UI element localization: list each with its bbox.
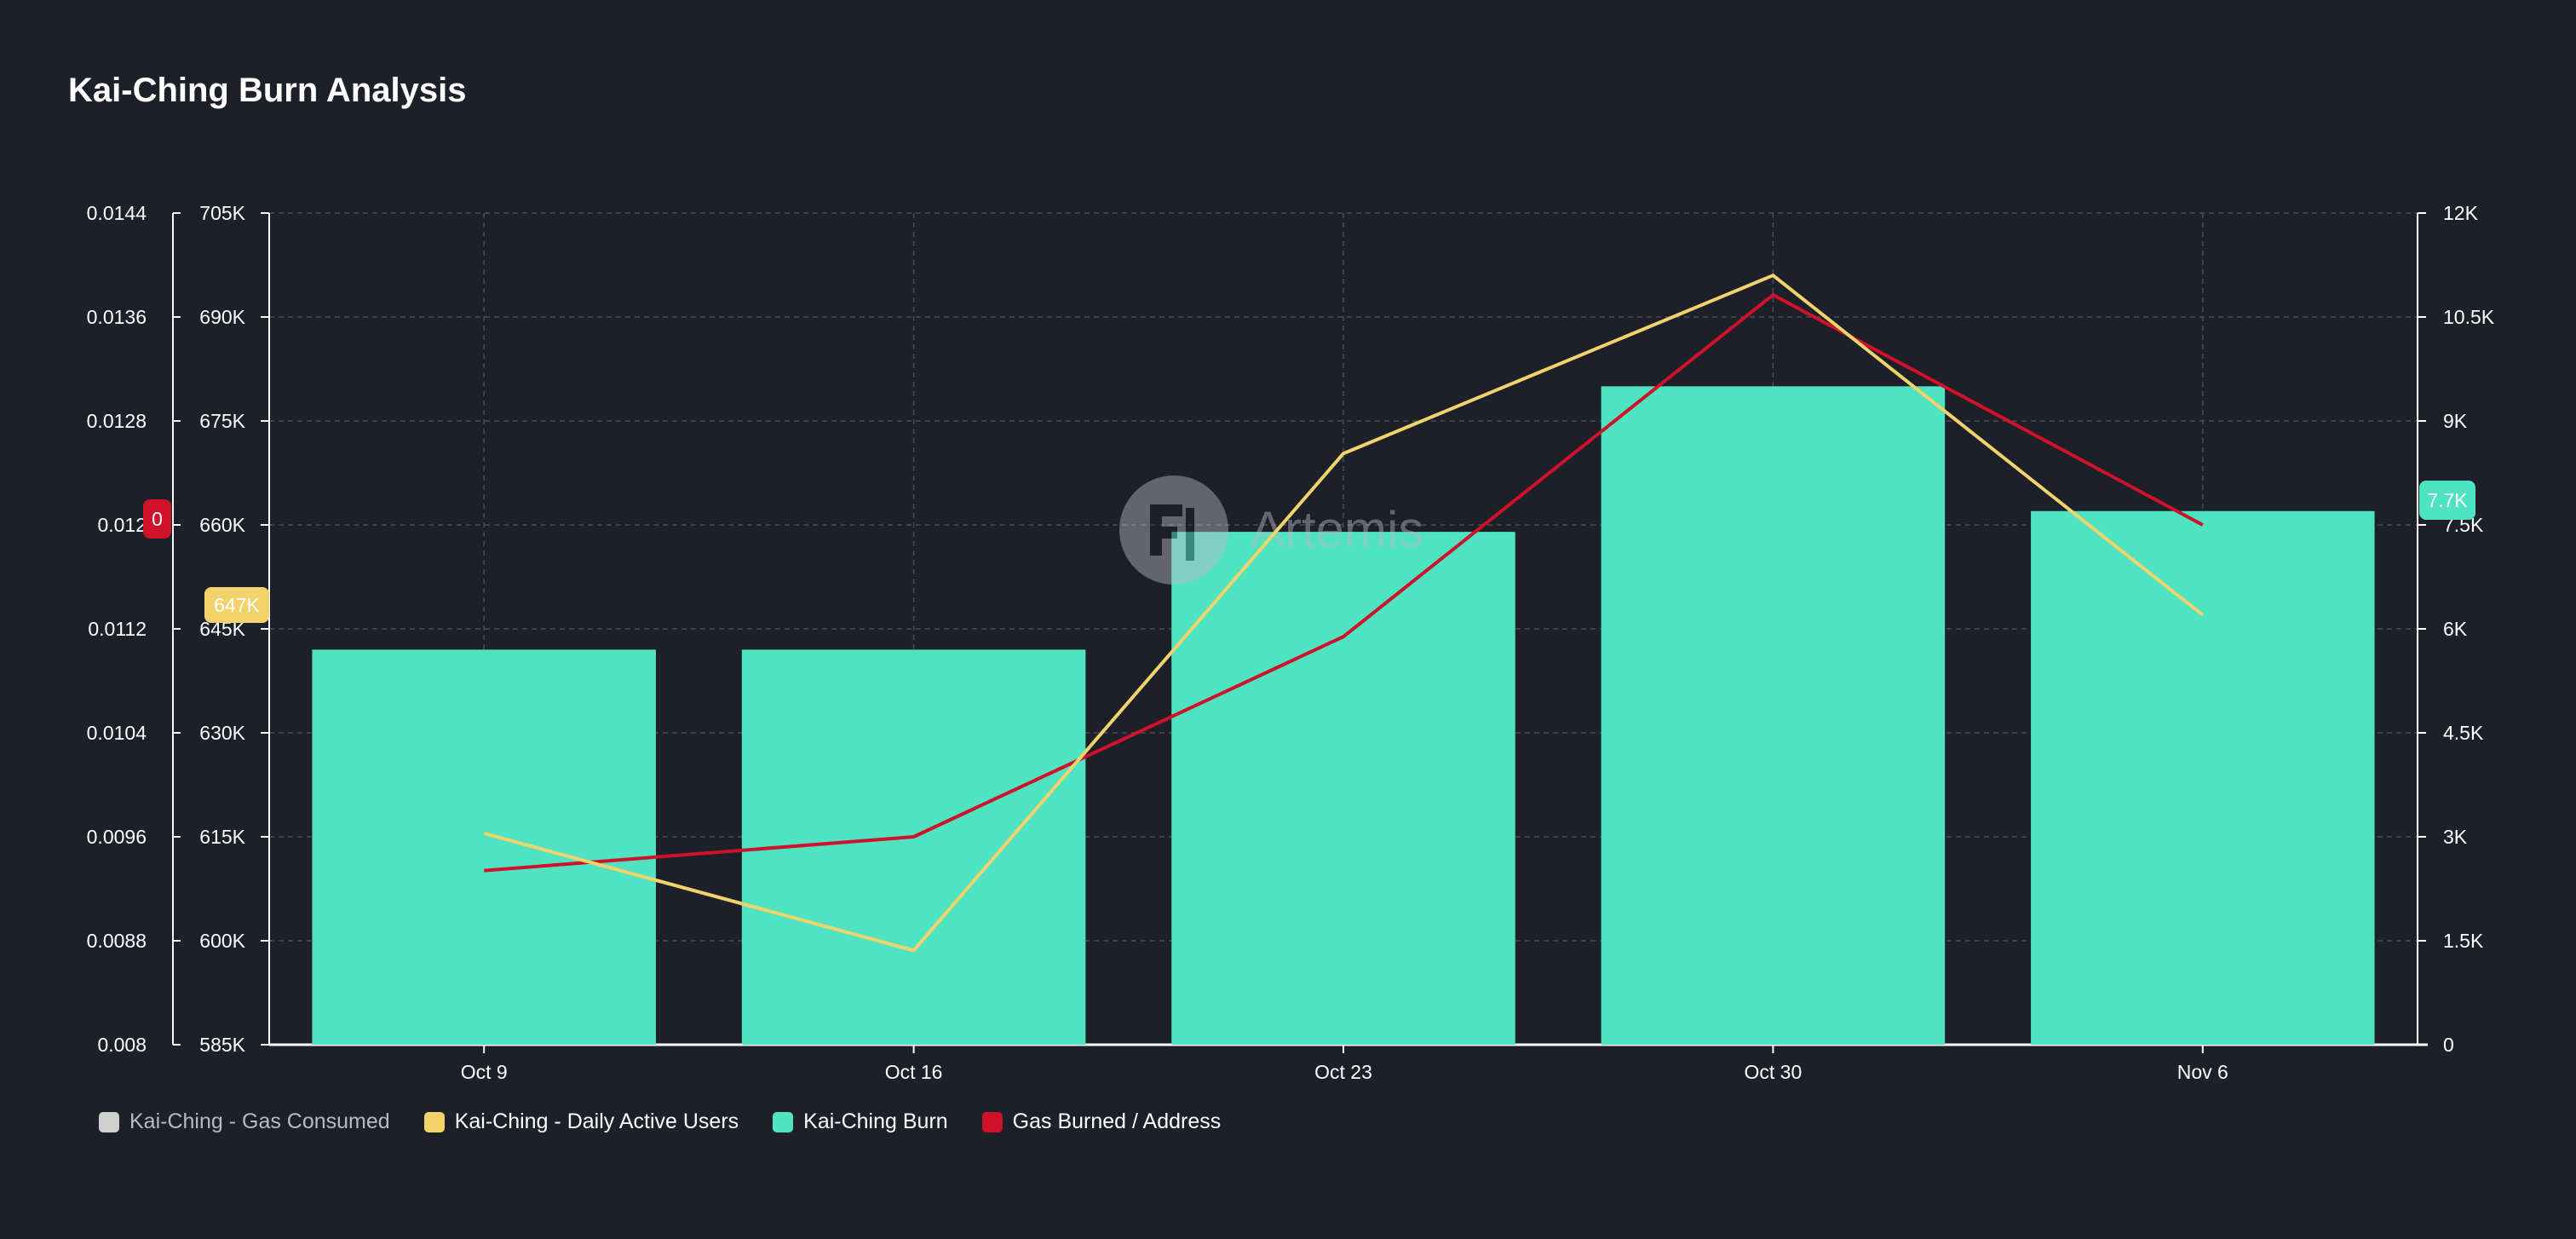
legend-swatch-gas-burned-per-address bbox=[981, 1111, 1003, 1132]
left-inner-tick-label: 690K bbox=[199, 306, 245, 328]
x-tick-label: Oct 23 bbox=[1314, 1061, 1372, 1083]
left-inner-tick-label: 630K bbox=[199, 722, 245, 744]
bar-kai-ching-burn bbox=[1601, 386, 1946, 1045]
bar-kai-ching-burn bbox=[1171, 532, 1515, 1045]
right-tick-label: 3K bbox=[2443, 826, 2468, 848]
legend-label-gas-consumed: Kai-Ching - Gas Consumed bbox=[129, 1109, 390, 1133]
left-outer-tick-label: 0.0112 bbox=[88, 618, 147, 640]
legend-label-kai-ching-burn: Kai-Ching Burn bbox=[803, 1109, 948, 1133]
legend-label-gas-burned-per-address: Gas Burned / Address bbox=[1012, 1109, 1222, 1133]
right-tick-label: 6K bbox=[2443, 618, 2468, 640]
bar-kai-ching-burn bbox=[312, 649, 656, 1045]
legend-item-gas-consumed[interactable]: Kai-Ching - Gas Consumed bbox=[99, 1109, 390, 1134]
left-outer-tick-label: 0.0144 bbox=[87, 202, 147, 224]
x-tick-label: Nov 6 bbox=[2177, 1061, 2228, 1083]
left-outer-tick-label: 0.0104 bbox=[87, 722, 147, 744]
badge-gas-burned-per-address-bg bbox=[143, 499, 171, 539]
right-tick-label: 12K bbox=[2443, 202, 2479, 224]
left-inner-tick-label: 615K bbox=[199, 826, 245, 848]
watermark-logo-icon bbox=[1119, 475, 1228, 585]
badge-daily-active-users: 647K bbox=[214, 594, 260, 616]
bar-kai-ching-burn bbox=[2031, 510, 2375, 1045]
watermark-logo-mark bbox=[1150, 504, 1194, 561]
left-outer-tick-label: 0.0128 bbox=[87, 410, 147, 432]
right-tick-label: 4.5K bbox=[2443, 722, 2484, 744]
left-outer-tick-label: 0.008 bbox=[97, 1034, 147, 1056]
line-daily-active-users bbox=[483, 274, 2205, 953]
badge-kai-ching-burn-bg bbox=[2419, 481, 2475, 520]
badge-kai-ching-burn: 7.7K bbox=[2427, 489, 2468, 511]
legend-item-kai-ching-burn[interactable]: Kai-Ching Burn bbox=[773, 1109, 948, 1134]
left-outer-tick-label: 0.012 bbox=[97, 514, 147, 536]
badge-daily-active-users-bg bbox=[204, 587, 269, 623]
left-outer-tick-label: 0.0088 bbox=[87, 930, 147, 952]
x-tick-label: Oct 30 bbox=[1745, 1061, 1803, 1083]
left-inner-tick-label: 585K bbox=[199, 1034, 245, 1056]
left-outer-tick-label: 0.0096 bbox=[87, 826, 147, 848]
x-tick-label: Oct 9 bbox=[461, 1061, 508, 1083]
legend-item-daily-active-users[interactable]: Kai-Ching - Daily Active Users bbox=[423, 1109, 739, 1134]
right-tick-label: 0 bbox=[2443, 1034, 2454, 1056]
left-inner-tick-label: 705K bbox=[199, 202, 245, 224]
legend-item-gas-burned-per-address[interactable]: Gas Burned / Address bbox=[981, 1109, 1222, 1134]
left-inner-tick-label: 675K bbox=[199, 410, 245, 432]
badge-gas-burned-per-address: 0 bbox=[152, 508, 163, 530]
left-inner-tick-label: 600K bbox=[199, 930, 245, 952]
legend-swatch-gas-consumed bbox=[99, 1111, 119, 1132]
legend-swatch-daily-active-users bbox=[423, 1111, 445, 1132]
right-tick-label: 10.5K bbox=[2443, 306, 2495, 328]
left-outer-tick-label: 0.0136 bbox=[87, 306, 147, 328]
legend-label-daily-active-users: Kai-Ching - Daily Active Users bbox=[454, 1109, 739, 1133]
legend-swatch-kai-ching-burn bbox=[773, 1111, 794, 1132]
right-tick-label: 1.5K bbox=[2443, 930, 2484, 952]
right-tick-label: 9K bbox=[2443, 410, 2468, 432]
left-inner-tick-label: 660K bbox=[199, 514, 245, 536]
legend: Kai-Ching - Gas Consumed Kai-Ching - Dai… bbox=[99, 1109, 1221, 1134]
chart-title: Kai-Ching Burn Analysis bbox=[68, 72, 467, 109]
x-tick-label: Oct 16 bbox=[885, 1061, 943, 1083]
line-gas-burned-per-address bbox=[484, 293, 2204, 873]
